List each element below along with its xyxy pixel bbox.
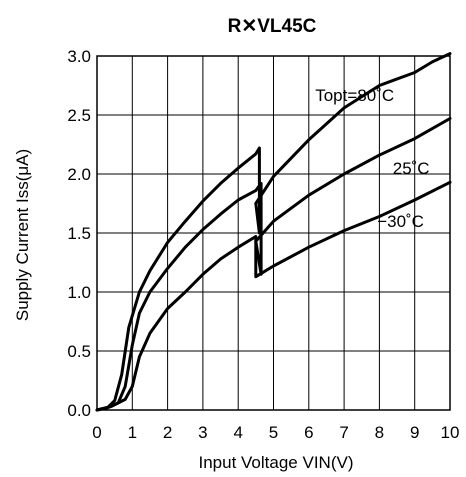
y-tick-label: 1.0: [67, 283, 91, 302]
x-axis-title: Input Voltage VIN(V): [199, 453, 354, 472]
y-tick-label: 0.0: [67, 401, 91, 420]
x-tick-label: 2: [163, 423, 172, 442]
curve-annotations: Topt=80˚C 25˚C −30˚C: [315, 86, 429, 231]
y-tick-label: 2.0: [67, 165, 91, 184]
x-tick-labels: 0 1 2 3 4 5 6 7 8 9 10: [92, 423, 459, 442]
x-tick-label: 9: [410, 423, 419, 442]
y-axis-title: Supply Current Iss(μA): [13, 149, 32, 321]
y-tick-labels: 0.0 0.5 1.0 1.5 2.0 2.5 3.0: [67, 47, 91, 420]
x-tick-label: 8: [375, 423, 384, 442]
grid: [96, 55, 451, 411]
series-line-0: [95, 52, 452, 412]
x-tick-label: 3: [198, 423, 207, 442]
x-tick-label: 6: [304, 423, 313, 442]
x-tick-label: 4: [233, 423, 242, 442]
y-tick-label: 3.0: [67, 47, 91, 66]
x-tick-label: 5: [269, 423, 278, 442]
x-tick-label: 1: [128, 423, 137, 442]
chart-title: R✕VL45C: [228, 16, 317, 37]
curve-label: 25˚C: [393, 159, 430, 178]
series-line-2: [95, 180, 452, 412]
curves: [95, 52, 452, 412]
x-tick-label: 10: [441, 423, 460, 442]
x-tick-label: 0: [92, 423, 101, 442]
plot-frame: [96, 55, 451, 411]
y-tick-label: 2.5: [67, 106, 91, 125]
curve-label: −30˚C: [377, 212, 424, 231]
x-tick-label: 7: [339, 423, 348, 442]
y-tick-label: 1.5: [67, 224, 91, 243]
series-line-1: [95, 117, 452, 412]
curve-label: Topt=80˚C: [315, 86, 394, 105]
y-tick-label: 0.5: [67, 342, 91, 361]
